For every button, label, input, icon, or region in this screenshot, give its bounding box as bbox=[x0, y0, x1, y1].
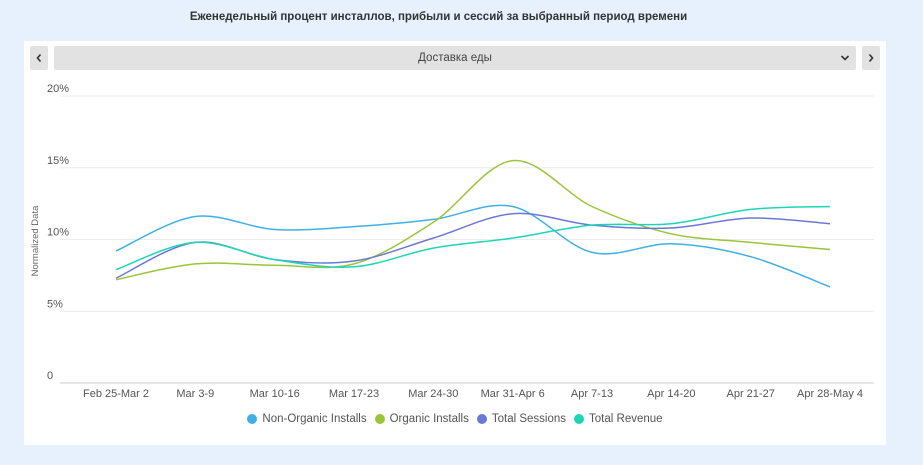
y-axis-label: Normalized Data bbox=[30, 205, 41, 276]
legend-dot-icon bbox=[374, 414, 385, 424]
x-tick-label: Mar 17-23 bbox=[329, 388, 379, 400]
legend-label: Total Revenue bbox=[589, 413, 663, 425]
legend-item[interactable]: Total Sessions bbox=[476, 413, 567, 425]
category-select-value: Доставка еды bbox=[418, 52, 492, 64]
line-chart: 0 5% 10% 15% 20% Feb 25-Mar 2 Mar 3-9 Mar 10-1… bbox=[30, 83, 874, 400]
y-tick-label: 20% bbox=[47, 83, 69, 95]
chart-grid bbox=[60, 95, 874, 384]
chevron-right-icon bbox=[868, 53, 874, 63]
x-tick-label: Apr 21-27 bbox=[727, 388, 775, 400]
chart-series bbox=[115, 159, 831, 288]
y-tick-label: 0 bbox=[47, 370, 53, 382]
legend-dot-icon bbox=[247, 414, 258, 424]
chart-card: Доставка еды 0 5% 10% 15% 20% Feb 25-Mar 2 Ma… bbox=[24, 41, 886, 445]
prev-category-button[interactable] bbox=[30, 46, 48, 70]
legend-dot-icon bbox=[574, 414, 585, 424]
y-tick-label: 10% bbox=[47, 227, 69, 239]
chevron-left-icon bbox=[36, 53, 42, 63]
series-line-total-revenue bbox=[115, 205, 831, 271]
y-tick-label: 15% bbox=[47, 155, 69, 167]
series-line-organic-installs bbox=[115, 159, 831, 281]
page-title: Еженедельный процент инсталлов, прибыли … bbox=[189, 11, 688, 23]
legend-item[interactable]: Total Revenue bbox=[574, 413, 663, 425]
legend-label: Organic Installs bbox=[389, 413, 469, 425]
x-tick-label: Mar 3-9 bbox=[176, 388, 214, 400]
chart-legend: Non-Organic Installs Organic Installs Tota… bbox=[24, 413, 886, 425]
x-tick-label: Apr 28-May 4 bbox=[797, 388, 863, 400]
legend-label: Total Sessions bbox=[491, 413, 567, 425]
legend-item[interactable]: Organic Installs bbox=[374, 413, 469, 425]
legend-label: Non-Organic Installs bbox=[262, 413, 367, 425]
chevron-down-icon bbox=[840, 55, 850, 61]
x-tick-label: Apr 7-13 bbox=[571, 388, 613, 400]
next-category-button[interactable] bbox=[862, 46, 880, 70]
x-tick-label: Mar 24-30 bbox=[408, 388, 458, 400]
x-axis-ticks: Feb 25-Mar 2 Mar 3-9 Mar 10-16 Mar 17-23 Mar… bbox=[83, 388, 863, 400]
y-tick-label: 5% bbox=[47, 298, 63, 310]
x-tick-label: Feb 25-Mar 2 bbox=[83, 388, 149, 400]
x-tick-label: Apr 14-20 bbox=[647, 388, 695, 400]
x-tick-label: Mar 10-16 bbox=[250, 388, 300, 400]
x-tick-label: Mar 31-Apr 6 bbox=[481, 388, 545, 400]
series-line-non-organic-installs bbox=[115, 204, 831, 288]
legend-item[interactable]: Non-Organic Installs bbox=[247, 413, 367, 425]
y-axis-ticks: 0 5% 10% 15% 20% bbox=[47, 83, 69, 382]
legend-dot-icon bbox=[476, 414, 487, 424]
category-select[interactable]: Доставка еды bbox=[54, 46, 856, 70]
